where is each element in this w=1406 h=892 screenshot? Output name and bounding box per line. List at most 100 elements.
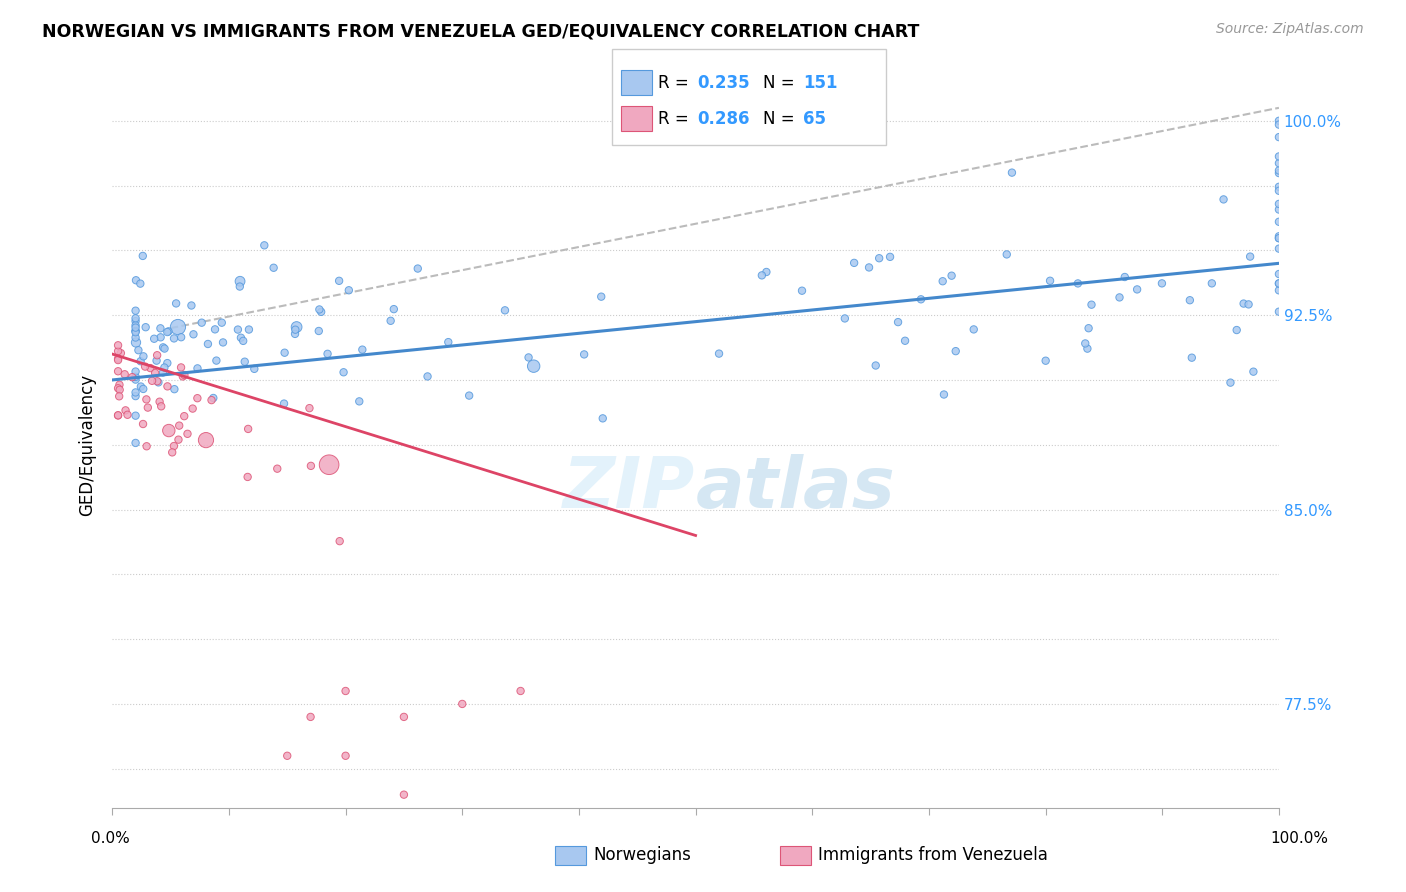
Point	[328, 274, 350, 288]
Point	[329, 534, 352, 549]
Point	[253, 238, 276, 252]
Point	[858, 260, 880, 275]
Point	[163, 331, 186, 345]
Text: Source: ZipAtlas.com: Source: ZipAtlas.com	[1216, 22, 1364, 37]
Point	[1237, 297, 1260, 311]
Point	[146, 348, 169, 362]
Point	[238, 322, 260, 336]
Text: N =: N =	[763, 74, 800, 92]
Point	[107, 353, 129, 368]
Point	[121, 370, 143, 384]
Text: atlas: atlas	[696, 454, 896, 523]
Point	[107, 344, 129, 359]
Point	[879, 250, 901, 264]
Point	[523, 359, 546, 373]
Point	[108, 389, 131, 403]
Point	[124, 303, 146, 318]
Point	[1067, 277, 1090, 291]
Point	[416, 369, 439, 384]
Point	[156, 325, 179, 339]
Point	[124, 325, 146, 339]
Point	[186, 391, 208, 405]
Point	[392, 710, 415, 724]
Point	[273, 345, 295, 359]
Point	[392, 788, 415, 802]
Point	[114, 403, 136, 417]
Point	[124, 311, 146, 326]
Point	[107, 351, 129, 366]
Point	[276, 748, 298, 763]
Point	[299, 710, 322, 724]
Point	[273, 396, 295, 410]
Point	[226, 322, 249, 336]
Text: 151: 151	[803, 74, 838, 92]
Point	[844, 256, 866, 270]
Text: 65: 65	[803, 110, 825, 128]
Point	[153, 360, 176, 375]
Point	[1268, 113, 1291, 128]
Point	[1233, 296, 1256, 310]
Text: Immigrants from Venezuela: Immigrants from Venezuela	[818, 847, 1047, 864]
Point	[451, 814, 474, 828]
Point	[110, 346, 132, 360]
Point	[124, 324, 146, 338]
Point	[1268, 184, 1291, 198]
Point	[183, 327, 205, 342]
Point	[173, 368, 195, 382]
Point	[152, 366, 174, 380]
Point	[211, 316, 233, 330]
Point	[1241, 365, 1264, 379]
Y-axis label: GED/Equivalency: GED/Equivalency	[79, 374, 96, 516]
Point	[1268, 267, 1291, 281]
Point	[132, 249, 155, 263]
Text: ZIP: ZIP	[564, 454, 696, 523]
Point	[173, 409, 195, 424]
Point	[153, 342, 176, 356]
Point	[150, 400, 173, 414]
Point	[318, 458, 340, 472]
Point	[107, 381, 129, 395]
Point	[124, 385, 146, 400]
Point	[149, 394, 172, 409]
Point	[243, 362, 266, 376]
Point	[266, 461, 288, 475]
Point	[494, 303, 516, 318]
Point	[380, 314, 402, 328]
Point	[124, 409, 146, 423]
Text: 0.0%: 0.0%	[91, 831, 131, 846]
Point	[172, 369, 194, 384]
Point	[509, 684, 531, 698]
Point	[124, 373, 146, 387]
Point	[135, 320, 157, 334]
Point	[1268, 242, 1291, 256]
Point	[1114, 270, 1136, 285]
Point	[1039, 274, 1062, 288]
Point	[108, 383, 131, 397]
Point	[1074, 336, 1097, 351]
Point	[1201, 277, 1223, 291]
Point	[124, 320, 146, 334]
Point	[229, 279, 252, 293]
Point	[1268, 179, 1291, 194]
Point	[1268, 130, 1291, 145]
Text: 0.286: 0.286	[697, 110, 749, 128]
Point	[1268, 197, 1291, 211]
Point	[205, 353, 228, 368]
Point	[1150, 277, 1173, 291]
Point	[200, 393, 222, 408]
Point	[236, 422, 259, 436]
Point	[212, 335, 235, 350]
Point	[181, 401, 204, 416]
Point	[1126, 282, 1149, 296]
Point	[309, 305, 332, 319]
Point	[285, 320, 308, 334]
Point	[1212, 193, 1234, 207]
Point	[349, 394, 371, 409]
Point	[382, 302, 405, 317]
Point	[160, 445, 183, 459]
Point	[1181, 351, 1204, 365]
Point	[1268, 166, 1291, 180]
Point	[143, 366, 166, 380]
Point	[170, 360, 193, 375]
Point	[156, 379, 179, 393]
